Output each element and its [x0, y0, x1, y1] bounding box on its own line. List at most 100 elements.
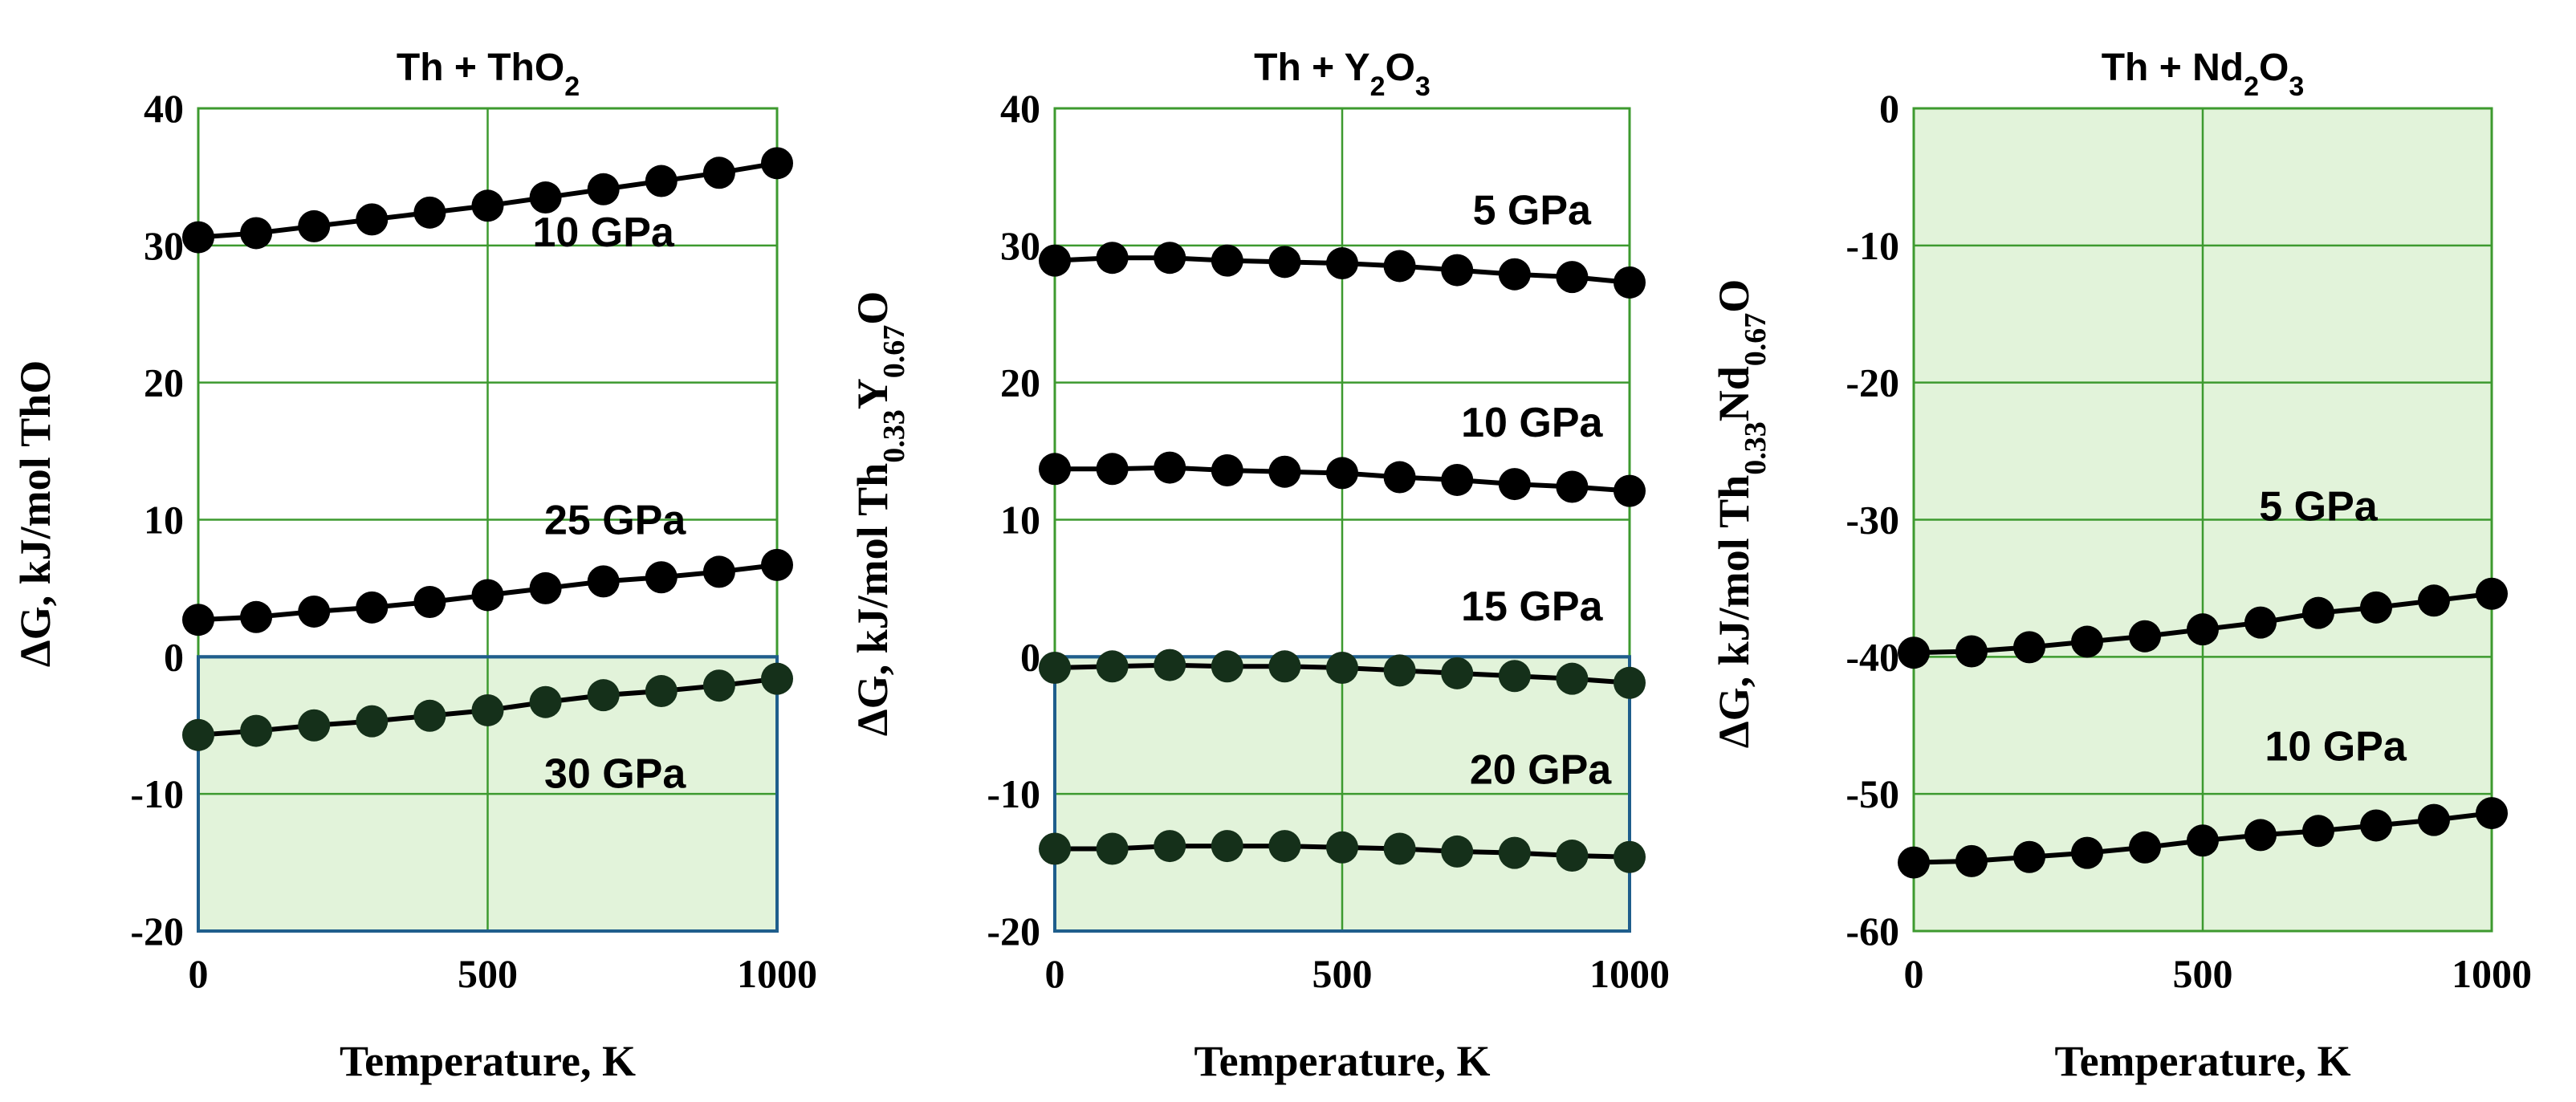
data-point — [1154, 451, 1186, 484]
data-point — [2129, 831, 2161, 864]
data-point — [2244, 606, 2277, 639]
data-point — [1556, 662, 1589, 695]
data-point — [2071, 625, 2103, 658]
y-tick-label: 10 — [1000, 498, 1040, 543]
data-point — [1383, 832, 1416, 865]
data-point — [1096, 242, 1129, 274]
data-point — [471, 189, 504, 222]
data-point — [1498, 258, 1531, 291]
y-tick-label: 30 — [1000, 223, 1040, 268]
y-tick-label: -20 — [130, 909, 184, 954]
x-axis-label: Temperature, K — [340, 1037, 636, 1085]
data-point — [1096, 453, 1129, 486]
data-point — [2302, 596, 2334, 629]
data-point — [1211, 454, 1243, 486]
series-30-gpa: 30 GPa — [182, 662, 793, 798]
y-tick-label: -20 — [987, 909, 1040, 954]
x-tick-label: 500 — [2173, 951, 2233, 996]
data-point — [2071, 836, 2103, 869]
chart-title: Th + Y2O3 — [1254, 47, 1430, 102]
plot-frame — [1912, 107, 2493, 933]
data-point — [761, 147, 793, 180]
data-point — [1498, 836, 1531, 869]
x-tick-label: 500 — [1312, 951, 1373, 996]
series-15-gpa: 15 GPa — [1039, 584, 1646, 699]
data-point — [1383, 250, 1416, 283]
data-point — [587, 565, 620, 598]
data-point — [587, 173, 620, 205]
data-point — [1326, 831, 1358, 864]
series-label: 5 GPa — [2259, 483, 2378, 530]
data-point — [471, 579, 504, 612]
y-tick-label: 20 — [1000, 360, 1040, 405]
data-point — [1556, 470, 1589, 503]
data-point — [1326, 457, 1358, 490]
x-tick-label: 500 — [458, 951, 518, 996]
data-point — [1441, 254, 1474, 287]
data-point — [1498, 660, 1531, 693]
data-point — [1326, 652, 1358, 684]
data-point — [1383, 461, 1416, 494]
y-tick-label: -10 — [130, 771, 184, 816]
data-point — [2013, 631, 2045, 664]
y-tick-label: 40 — [1000, 86, 1040, 131]
data-point — [2360, 591, 2392, 624]
data-point — [182, 221, 214, 254]
chart-title: Th + ThO2 — [397, 47, 580, 102]
data-point — [1211, 830, 1243, 863]
data-point — [2244, 819, 2277, 852]
data-point — [1898, 636, 1930, 669]
x-tick-label: 0 — [1045, 951, 1065, 996]
series-label: 10 GPa — [533, 209, 675, 256]
data-point — [529, 181, 562, 214]
data-point — [702, 157, 735, 189]
data-point — [529, 685, 562, 718]
chart-title: Th + Nd2O3 — [2102, 47, 2305, 102]
series-label: 10 GPa — [2265, 723, 2407, 770]
data-point — [2418, 584, 2450, 617]
x-tick-label: 1000 — [737, 951, 817, 996]
data-point — [761, 548, 793, 581]
series-label: 20 GPa — [1470, 746, 1612, 793]
data-point — [356, 203, 389, 236]
data-point — [1441, 657, 1474, 689]
y-tick-label: -50 — [1846, 771, 1899, 816]
series-label: 10 GPa — [1461, 400, 1603, 446]
data-point — [1383, 654, 1416, 687]
data-point — [1039, 832, 1071, 865]
x-tick-label: 0 — [189, 951, 209, 996]
y-tick-label: -10 — [987, 771, 1040, 816]
x-axis-label: Temperature, K — [1194, 1037, 1491, 1085]
y-tick-label: 30 — [144, 223, 184, 268]
series-label: 30 GPa — [544, 751, 686, 798]
panel-th-tho2: -20 -10 0 10 20 30 40 0 500 1000 Th + ThO2 Temperat… — [11, 47, 817, 1085]
series-label: 15 GPa — [1461, 584, 1603, 630]
data-point — [182, 604, 214, 636]
x-tick-label: 0 — [1904, 951, 1924, 996]
y-axis-label: ΔG, kJ/mol ThO — [11, 360, 59, 667]
data-point — [298, 595, 331, 628]
y-tick-label: 0 — [1020, 634, 1040, 679]
data-point — [1268, 650, 1301, 683]
data-point — [1498, 468, 1531, 501]
series-label: 5 GPa — [1473, 187, 1592, 234]
data-point — [413, 196, 446, 229]
data-point — [1441, 463, 1474, 496]
data-point — [1039, 453, 1071, 486]
data-point — [702, 555, 735, 588]
data-point — [1039, 244, 1071, 277]
data-point — [298, 709, 331, 742]
data-point — [413, 699, 446, 732]
data-point — [1556, 840, 1589, 872]
y-tick-label: -40 — [1846, 634, 1899, 679]
data-point — [2476, 577, 2508, 610]
data-point — [587, 679, 620, 712]
data-point — [356, 705, 389, 738]
data-point — [1614, 266, 1646, 299]
data-point — [1556, 261, 1589, 294]
data-point — [1614, 474, 1646, 507]
data-point — [240, 714, 273, 747]
data-point — [2360, 809, 2392, 842]
series-10-gpa: 10 GPa — [1898, 723, 2508, 879]
